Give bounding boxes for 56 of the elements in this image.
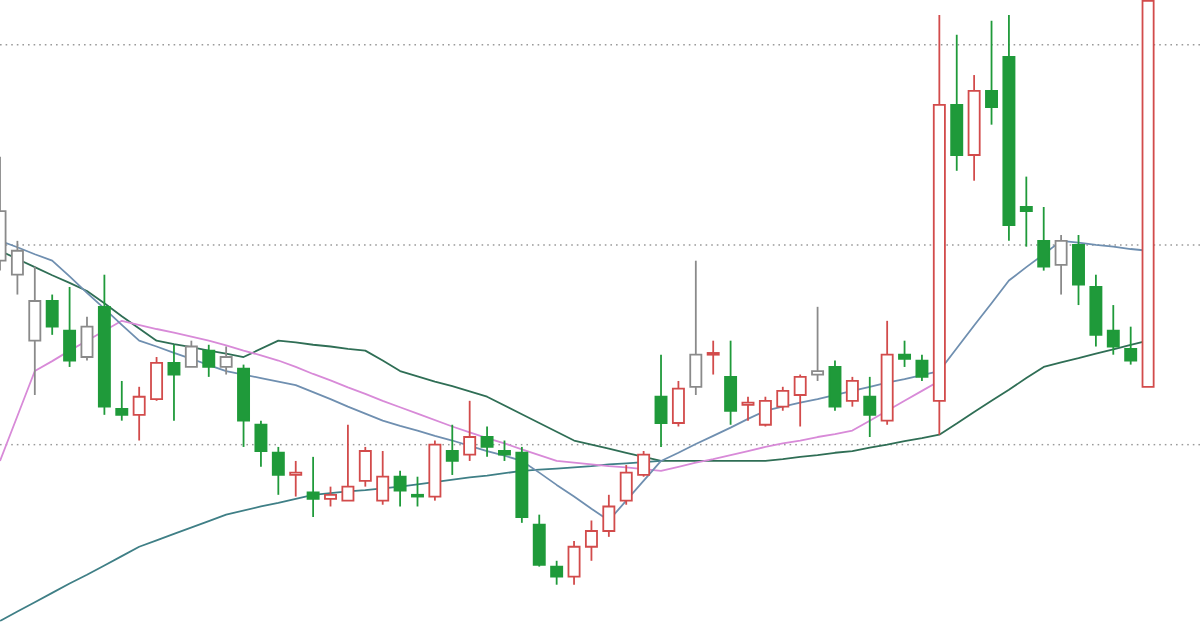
candlestick — [150, 356, 164, 402]
candlestick — [80, 315, 94, 362]
candlestick — [1124, 325, 1138, 366]
candlestick — [445, 423, 459, 476]
candlestick — [498, 439, 511, 462]
candlestick — [202, 343, 216, 378]
candlestick — [724, 339, 738, 426]
candlestick — [915, 353, 929, 382]
candlestick — [863, 376, 877, 438]
candlestick — [671, 380, 685, 428]
candlestick — [411, 475, 424, 508]
candlestick — [828, 359, 842, 412]
candlestick — [793, 373, 807, 428]
candlestick — [1054, 234, 1068, 296]
candlestick — [463, 400, 477, 462]
candlestick — [167, 343, 181, 422]
candlestick — [1037, 206, 1051, 272]
candlestick — [567, 540, 581, 586]
candlestick — [132, 385, 146, 442]
candlestick — [376, 450, 390, 506]
candlestick — [532, 513, 546, 568]
candlestick — [602, 494, 616, 538]
candlestick — [1019, 175, 1033, 248]
candlestick — [654, 353, 668, 448]
candlestick — [1089, 273, 1103, 348]
candlestick — [184, 339, 198, 368]
candlestick — [289, 460, 303, 498]
candlestick — [10, 240, 24, 296]
candlestick — [706, 339, 720, 376]
candlestick — [637, 450, 651, 478]
candlestick — [898, 339, 912, 368]
candlestick — [776, 385, 790, 412]
candlestick — [63, 286, 77, 368]
candlestick — [480, 425, 494, 458]
candlestick — [219, 345, 233, 376]
candlestick — [306, 456, 320, 518]
candlestick — [845, 376, 859, 408]
candlestick — [1072, 234, 1085, 307]
candlestick — [758, 395, 772, 428]
candlestick — [28, 265, 42, 396]
candlestick — [985, 19, 998, 126]
candlestick — [45, 293, 59, 336]
candlestick — [811, 306, 825, 382]
candlestick — [550, 559, 564, 586]
candlestick — [115, 380, 129, 422]
candlestick — [619, 464, 633, 506]
candlestick — [324, 485, 337, 508]
candlestick — [741, 395, 755, 422]
candlestick — [341, 423, 355, 502]
candlestick — [254, 419, 268, 468]
candlestick — [271, 446, 285, 496]
candlestick — [584, 519, 598, 562]
candlestick — [689, 259, 703, 396]
candlestick — [358, 446, 372, 488]
candlestick — [393, 470, 407, 508]
candlestick — [1106, 304, 1120, 356]
